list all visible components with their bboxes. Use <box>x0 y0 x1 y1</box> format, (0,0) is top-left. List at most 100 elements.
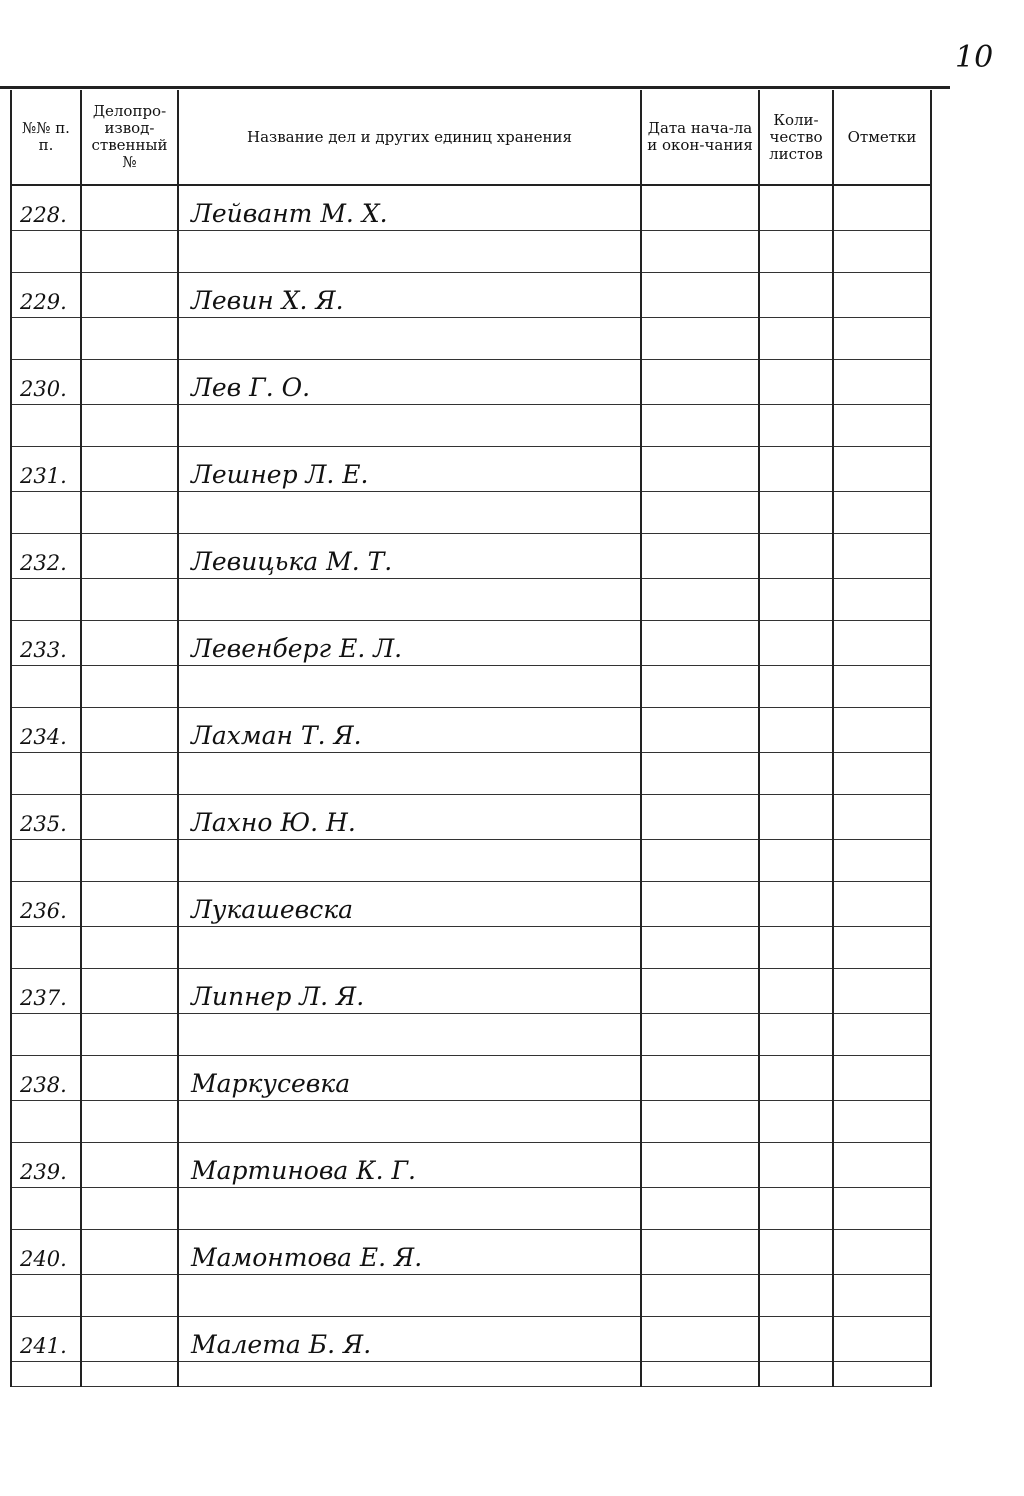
table-row-spacer <box>10 491 932 534</box>
empty-cell <box>832 926 932 969</box>
row-number: 240. <box>10 1229 82 1275</box>
empty-cell <box>640 578 760 621</box>
empty-cell <box>640 230 760 273</box>
empty-cell <box>832 1361 932 1387</box>
sheets-cell <box>758 533 834 579</box>
dates-cell <box>640 185 760 231</box>
notes-cell <box>832 533 932 579</box>
row-title: Лахман Т. Я. <box>177 707 642 753</box>
empty-cell <box>177 665 642 708</box>
row-number: 236. <box>10 881 82 927</box>
row-title: Лукашевска <box>177 881 642 927</box>
row-number: 230. <box>10 359 82 405</box>
table-row-spacer <box>10 230 932 273</box>
dates-cell <box>640 620 760 666</box>
empty-cell <box>640 1274 760 1317</box>
table-row-spacer <box>10 752 932 795</box>
row-title: Липнер Л. Я. <box>177 968 642 1014</box>
empty-cell <box>80 839 179 882</box>
dates-cell <box>640 707 760 753</box>
empty-cell <box>758 1100 834 1143</box>
empty-cell <box>177 1013 642 1056</box>
empty-cell <box>10 752 82 795</box>
empty-cell <box>177 491 642 534</box>
dates-cell <box>640 881 760 927</box>
sheets-cell <box>758 1142 834 1188</box>
sheets-cell <box>758 359 834 405</box>
empty-cell <box>10 1187 82 1230</box>
sheets-cell <box>758 881 834 927</box>
empty-cell <box>758 752 834 795</box>
table-row: 232. Левицька М. Т. <box>10 533 932 579</box>
empty-cell <box>640 665 760 708</box>
empty-cell <box>832 1274 932 1317</box>
empty-cell <box>177 926 642 969</box>
empty-cell <box>10 1100 82 1143</box>
row-number: 239. <box>10 1142 82 1188</box>
table-row-spacer <box>10 1187 932 1230</box>
empty-cell <box>80 752 179 795</box>
notes-cell <box>832 1142 932 1188</box>
row-number: 234. <box>10 707 82 753</box>
empty-cell <box>640 1100 760 1143</box>
empty-cell <box>10 1361 82 1387</box>
dates-cell <box>640 446 760 492</box>
header-title: Название дел и других единиц хранения <box>177 90 642 186</box>
row-number: 228. <box>10 185 82 231</box>
empty-cell <box>80 926 179 969</box>
table-row: 238. Маркусевка <box>10 1055 932 1101</box>
empty-cell <box>832 404 932 447</box>
row-title: Лахно Ю. Н. <box>177 794 642 840</box>
empty-cell <box>758 1361 834 1387</box>
empty-cell <box>10 1013 82 1056</box>
empty-cell <box>80 1361 179 1387</box>
dates-cell <box>640 272 760 318</box>
empty-cell <box>758 404 834 447</box>
row-number: 233. <box>10 620 82 666</box>
empty-cell <box>758 491 834 534</box>
empty-cell <box>640 926 760 969</box>
empty-cell <box>640 317 760 360</box>
inventory-table: №№ п. п. Делопро-извод-ственный № Назван… <box>10 90 932 1387</box>
header-office-num: Делопро-извод-ственный № <box>80 90 179 186</box>
empty-cell <box>10 491 82 534</box>
empty-cell <box>758 230 834 273</box>
notes-cell <box>832 794 932 840</box>
empty-cell <box>177 1361 642 1387</box>
office-num-cell <box>80 533 179 579</box>
row-title: Лейвант М. Х. <box>177 185 642 231</box>
office-num-cell <box>80 359 179 405</box>
empty-cell <box>80 1274 179 1317</box>
page-number: 10 <box>955 40 994 75</box>
empty-cell <box>640 404 760 447</box>
empty-cell <box>80 317 179 360</box>
sheets-cell <box>758 185 834 231</box>
row-number: 238. <box>10 1055 82 1101</box>
notes-cell <box>832 272 932 318</box>
empty-cell <box>640 1013 760 1056</box>
office-num-cell <box>80 185 179 231</box>
notes-cell <box>832 881 932 927</box>
office-num-cell <box>80 1142 179 1188</box>
table-row-spacer <box>10 578 932 621</box>
empty-cell <box>758 317 834 360</box>
empty-cell <box>832 1100 932 1143</box>
sheets-cell <box>758 1316 834 1362</box>
table-row-spacer <box>10 317 932 360</box>
table-row-spacer <box>10 1361 932 1387</box>
office-num-cell <box>80 446 179 492</box>
empty-cell <box>832 752 932 795</box>
table-row-spacer <box>10 665 932 708</box>
empty-cell <box>832 578 932 621</box>
empty-cell <box>80 1187 179 1230</box>
table-row-spacer <box>10 1274 932 1317</box>
notes-cell <box>832 707 932 753</box>
row-number: 231. <box>10 446 82 492</box>
office-num-cell <box>80 707 179 753</box>
empty-cell <box>10 665 82 708</box>
dates-cell <box>640 1055 760 1101</box>
sheets-cell <box>758 1229 834 1275</box>
table-row: 237. Липнер Л. Я. <box>10 968 932 1014</box>
office-num-cell <box>80 794 179 840</box>
row-number: 232. <box>10 533 82 579</box>
